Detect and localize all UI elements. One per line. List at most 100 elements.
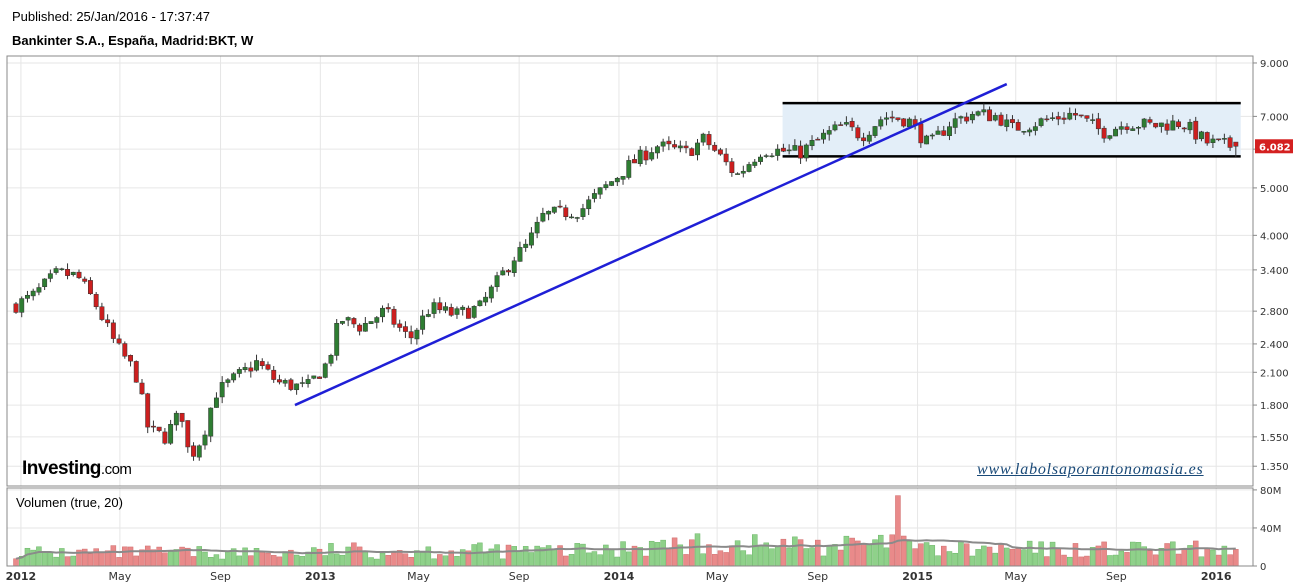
candle-up (981, 109, 987, 113)
candle-up (534, 221, 540, 234)
candle-down (729, 161, 735, 174)
candle-down (964, 116, 970, 122)
volume-bar-up (517, 551, 523, 567)
investing-logo[interactable]: Investing.com (22, 458, 132, 480)
candle-down (1010, 119, 1015, 124)
candle-up (1027, 129, 1033, 133)
candle-down (712, 144, 718, 151)
date-tick-label: Sep (1106, 570, 1127, 583)
volume-bar-down (837, 549, 844, 567)
candle-up (872, 126, 878, 136)
candle-up (414, 329, 420, 340)
candle-up (311, 375, 317, 379)
candle-down (506, 270, 511, 273)
volume-bar-up (637, 547, 643, 567)
candle-up (517, 247, 523, 262)
volume-bar-up (591, 551, 598, 567)
volume-bar-down (815, 539, 821, 567)
candle-up (947, 126, 952, 136)
candle-down (87, 280, 93, 295)
candle-down (271, 369, 277, 380)
candle-down (133, 361, 139, 383)
candle-up (826, 130, 832, 135)
candle-up (654, 146, 660, 154)
candle-up (1187, 121, 1193, 131)
candle-down (1044, 118, 1050, 121)
volume-bar-up (946, 551, 953, 567)
volume-bar-up (1118, 550, 1125, 567)
candle-up (866, 134, 872, 142)
published-timestamp: Published: 25/Jan/2016 - 17:37:47 (12, 9, 211, 24)
candle-down (987, 109, 993, 122)
candle-down (1227, 137, 1233, 148)
candle-up (231, 373, 237, 381)
candlestick-series (13, 103, 1239, 461)
candle-up (597, 187, 603, 195)
candle-up (740, 170, 746, 174)
candle-up (792, 145, 798, 151)
candle-up (328, 355, 334, 364)
volume-bar-down (408, 557, 414, 567)
volume-bar-down (689, 539, 695, 567)
volume-bar-down (563, 555, 569, 567)
volume-bar-down (918, 543, 924, 567)
volume-bar-up (1021, 549, 1027, 567)
price-tick-label: 4.000 (1260, 231, 1289, 242)
volume-bar-down (1164, 543, 1170, 567)
volume-bar-down (316, 548, 323, 567)
candle-down (265, 364, 271, 370)
volume-bar-up (981, 545, 987, 567)
candle-up (368, 321, 374, 324)
candle-down (1084, 115, 1090, 119)
volume-bar-up (368, 557, 374, 567)
volume-bar-down (849, 537, 855, 567)
candle-down (391, 308, 397, 325)
candle-up (677, 145, 683, 149)
volume-bar-up (173, 549, 180, 567)
volume-bar-down (122, 546, 128, 567)
volume-bar-down (998, 543, 1004, 567)
candle-down (901, 118, 907, 127)
candle-up (958, 116, 964, 119)
candle-up (1130, 128, 1136, 131)
candle-up (1090, 119, 1096, 121)
volume-bar-down (666, 548, 672, 567)
candle-up (208, 407, 214, 437)
volume-bar-up (471, 544, 477, 567)
candle-down (128, 355, 133, 362)
volume-bar-down (87, 553, 94, 567)
date-tick-label: May (1004, 570, 1027, 583)
volume-bar-down (1215, 554, 1222, 567)
candle-down (317, 376, 322, 379)
watermark-link[interactable]: www.labolsaporantonomasia.es (977, 461, 1204, 478)
volume-bar-up (826, 545, 832, 567)
price-tick-label: 2.800 (1260, 307, 1289, 318)
candle-down (849, 121, 855, 128)
volume-bar-down (99, 551, 105, 567)
volume-bar-down (356, 546, 363, 567)
volume-bar-up (769, 548, 775, 567)
candle-down (1164, 123, 1170, 131)
candle-down (156, 426, 162, 431)
candle-up (483, 296, 489, 303)
volume-bar-up (328, 543, 334, 567)
candle-up (1170, 120, 1176, 131)
volume-bar-up (929, 545, 936, 567)
date-tick-label: 2015 (902, 570, 933, 583)
candle-up (775, 148, 781, 156)
candle-up (569, 216, 574, 219)
candle-down (248, 367, 254, 372)
candle-up (25, 294, 30, 299)
candle-up (511, 260, 517, 273)
candle-up (30, 290, 36, 297)
date-tick-label: 2013 (305, 570, 336, 583)
candle-down (93, 294, 99, 308)
candle-up (219, 382, 225, 398)
candle-up (992, 115, 998, 121)
candle-down (780, 147, 786, 152)
chart-frame (6, 55, 1254, 567)
volume-bar-up (1135, 542, 1142, 567)
candle-down (145, 393, 151, 428)
volume-bar-up (1026, 540, 1033, 567)
candle-down (941, 130, 947, 136)
